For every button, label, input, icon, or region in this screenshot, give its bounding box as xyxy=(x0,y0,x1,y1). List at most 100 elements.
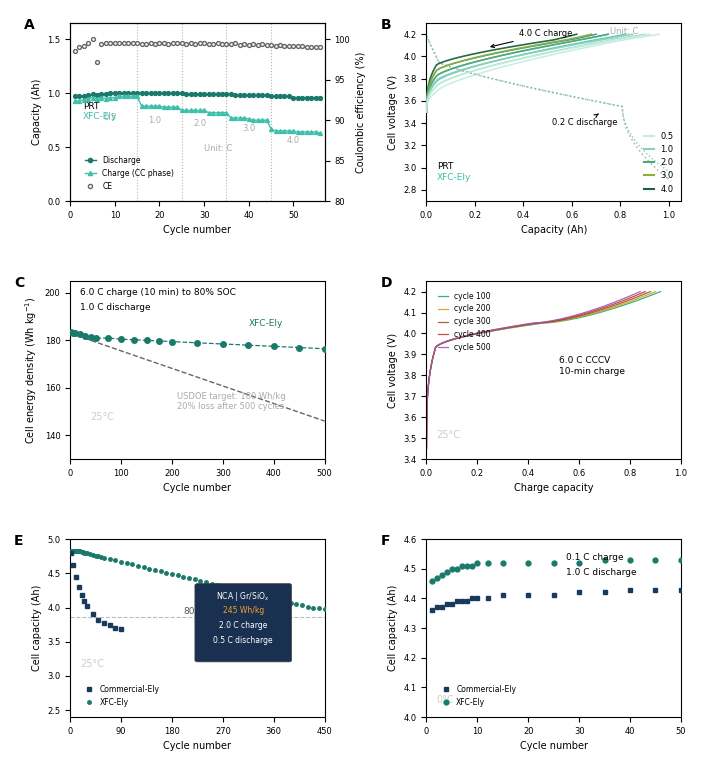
XFC-Ely xyxy=(320,604,329,614)
Commercial-Ely xyxy=(473,594,482,603)
Legend: Commercial-Ely, XFC-Ely: Commercial-Ely, XFC-Ely xyxy=(81,682,163,709)
Text: 1.0 C discharge: 1.0 C discharge xyxy=(81,302,151,311)
XFC-Ely xyxy=(432,573,441,582)
Y-axis label: Cell voltage (V): Cell voltage (V) xyxy=(388,75,398,150)
Commercial-Ely xyxy=(67,548,75,557)
cycle 200 xyxy=(531,319,539,328)
cycle 200 xyxy=(546,318,555,327)
XFC-Ely xyxy=(140,563,148,572)
Text: 0.5: 0.5 xyxy=(104,113,117,122)
X-axis label: Cycle number: Cycle number xyxy=(164,741,232,751)
cycle 100 xyxy=(423,444,431,453)
Commercial-Ely xyxy=(72,572,80,581)
Legend: 0.5, 1.0, 2.0, 3.0, 4.0: 0.5, 1.0, 2.0, 3.0, 4.0 xyxy=(640,129,677,197)
cycle 300 xyxy=(646,287,654,296)
cycle 200 xyxy=(559,316,567,325)
cycle 400 xyxy=(636,289,644,298)
cycle 100 xyxy=(535,319,543,328)
cycle 300 xyxy=(555,316,564,325)
Commercial-Ely xyxy=(626,585,635,594)
Line: cycle 300: cycle 300 xyxy=(427,291,650,449)
Commercial-Ely xyxy=(498,591,507,600)
cycle 100 xyxy=(656,287,665,296)
cycle 300 xyxy=(529,319,537,328)
XFC-Ely xyxy=(428,576,436,585)
XFC-Ely xyxy=(473,558,482,567)
Text: XFC-Ely: XFC-Ely xyxy=(83,113,117,121)
XFC-Ely xyxy=(524,558,533,567)
Legend: Commercial-Ely, XFC-Ely: Commercial-Ely, XFC-Ely xyxy=(438,682,519,709)
XFC-Ely xyxy=(190,575,199,584)
X-axis label: Charge capacity: Charge capacity xyxy=(514,483,593,493)
XFC-Ely xyxy=(111,556,119,565)
Text: 25°C: 25°C xyxy=(81,659,105,669)
XFC-Ely xyxy=(71,547,79,556)
Text: 80%: 80% xyxy=(183,608,204,616)
X-axis label: Capacity (Ah): Capacity (Ah) xyxy=(520,225,587,235)
Text: XFC-Ely: XFC-Ely xyxy=(437,173,471,182)
cycle 400 xyxy=(641,287,649,296)
XFC-Ely xyxy=(550,558,558,567)
Line: cycle 400: cycle 400 xyxy=(427,291,645,449)
XFC-Ely xyxy=(483,558,491,567)
Line: Commercial-Ely: Commercial-Ely xyxy=(68,550,124,632)
cycle 500 xyxy=(631,289,640,298)
Commercial-Ely xyxy=(468,594,477,603)
XFC-Ely xyxy=(463,561,472,571)
Text: 6.0 C charge (10 min) to 80% SOC: 6.0 C charge (10 min) to 80% SOC xyxy=(81,288,237,298)
Text: 4.0: 4.0 xyxy=(287,136,300,146)
XFC-Ely xyxy=(458,561,466,571)
XFC-Ely xyxy=(442,567,451,577)
Commercial-Ely xyxy=(74,582,83,591)
Text: PRT: PRT xyxy=(83,102,99,110)
X-axis label: Cycle number: Cycle number xyxy=(164,225,232,235)
cycle 400 xyxy=(552,316,561,325)
Commercial-Ely xyxy=(83,601,91,611)
Commercial-Ely xyxy=(651,585,660,594)
XFC-Ely xyxy=(437,570,446,579)
Text: 25°C: 25°C xyxy=(91,412,114,422)
Commercial-Ely xyxy=(550,591,558,600)
Commercial-Ely xyxy=(428,606,436,615)
cycle 500 xyxy=(550,316,558,325)
cycle 100 xyxy=(534,319,542,328)
Text: PRT: PRT xyxy=(437,162,453,171)
Commercial-Ely xyxy=(117,625,126,634)
cycle 200 xyxy=(651,287,660,296)
Commercial-Ely xyxy=(100,618,108,628)
Commercial-Ely xyxy=(442,600,451,609)
Line: cycle 500: cycle 500 xyxy=(427,291,640,449)
Line: XFC-Ely: XFC-Ely xyxy=(69,550,326,611)
cycle 200 xyxy=(646,289,654,298)
cycle 500 xyxy=(538,318,546,327)
Commercial-Ely xyxy=(524,591,533,600)
XFC-Ely xyxy=(498,558,507,567)
Commercial-Ely xyxy=(575,588,583,597)
cycle 500 xyxy=(423,444,431,453)
Legend: Discharge, Charge (CC phase), CE: Discharge, Charge (CC phase), CE xyxy=(81,153,177,194)
XFC-Ely xyxy=(196,576,204,585)
cycle 400 xyxy=(602,302,610,311)
Text: 6.0 C CCCV
10-min charge: 6.0 C CCCV 10-min charge xyxy=(559,356,625,375)
XFC-Ely xyxy=(575,558,583,567)
cycle 100 xyxy=(614,302,623,311)
Text: 0.1 C charge: 0.1 C charge xyxy=(567,554,624,563)
Text: C: C xyxy=(14,276,25,290)
Line: Commercial-Ely: Commercial-Ely xyxy=(429,587,683,613)
Commercial-Ely xyxy=(448,600,456,609)
Text: E: E xyxy=(14,534,24,547)
Commercial-Ely xyxy=(80,596,88,605)
cycle 400 xyxy=(526,319,535,328)
cycle 500 xyxy=(525,319,534,328)
Text: Unit: C: Unit: C xyxy=(609,27,638,35)
Y-axis label: Coulombic efficiency (%): Coulombic efficiency (%) xyxy=(356,52,366,173)
cycle 100 xyxy=(549,318,557,327)
Commercial-Ely xyxy=(677,585,685,594)
Commercial-Ely xyxy=(77,591,86,600)
Commercial-Ely xyxy=(437,603,446,612)
cycle 400 xyxy=(423,444,431,453)
Commercial-Ely xyxy=(88,610,97,619)
Text: F: F xyxy=(380,534,390,547)
Text: 1.0: 1.0 xyxy=(148,116,161,125)
Y-axis label: Cell capacity (Ah): Cell capacity (Ah) xyxy=(388,585,398,672)
